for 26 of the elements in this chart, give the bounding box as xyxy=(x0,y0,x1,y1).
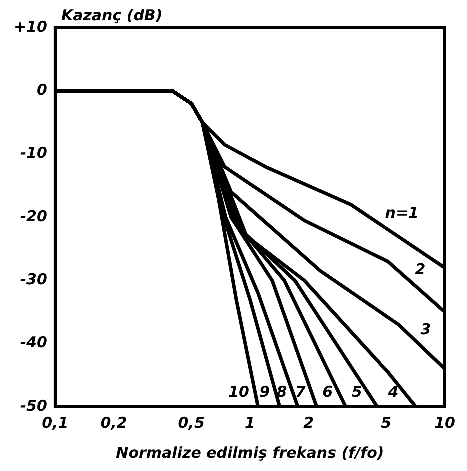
x-tick-label: 1 xyxy=(245,414,256,432)
series-label: 3 xyxy=(420,320,432,338)
x-axis-title: Normalize edilmiş frekans (f/fo) xyxy=(116,444,384,462)
series-label: n=1 xyxy=(385,204,419,222)
series-label: 10 xyxy=(228,382,250,401)
series-label: 4 xyxy=(387,382,399,401)
y-tick-label: +10 xyxy=(14,18,48,36)
x-tick-label: 0,1 xyxy=(42,414,69,432)
y-axis-title: Kazanç (dB) xyxy=(61,6,163,24)
x-tick-label: 10 xyxy=(434,414,456,432)
y-tick-label: 0 xyxy=(37,81,48,100)
y-tick-label: -30 xyxy=(20,270,48,289)
x-tick-label: 0,5 xyxy=(178,414,205,432)
y-tick-label: -50 xyxy=(20,396,48,415)
series-label: 5 xyxy=(352,382,362,401)
x-tick-label: 5 xyxy=(381,414,392,432)
series-label: 8 xyxy=(276,382,288,401)
y-tick-label: -20 xyxy=(20,207,48,226)
x-tick-label: 0,2 xyxy=(100,414,128,432)
y-tick-label: -40 xyxy=(20,334,48,352)
series-label: 7 xyxy=(296,382,307,401)
y-tick-label: -10 xyxy=(20,144,48,162)
series-label: 6 xyxy=(322,382,334,401)
series-label: 9 xyxy=(260,382,270,401)
x-tick-label: 2 xyxy=(304,414,314,432)
series-label: 2 xyxy=(415,260,426,278)
